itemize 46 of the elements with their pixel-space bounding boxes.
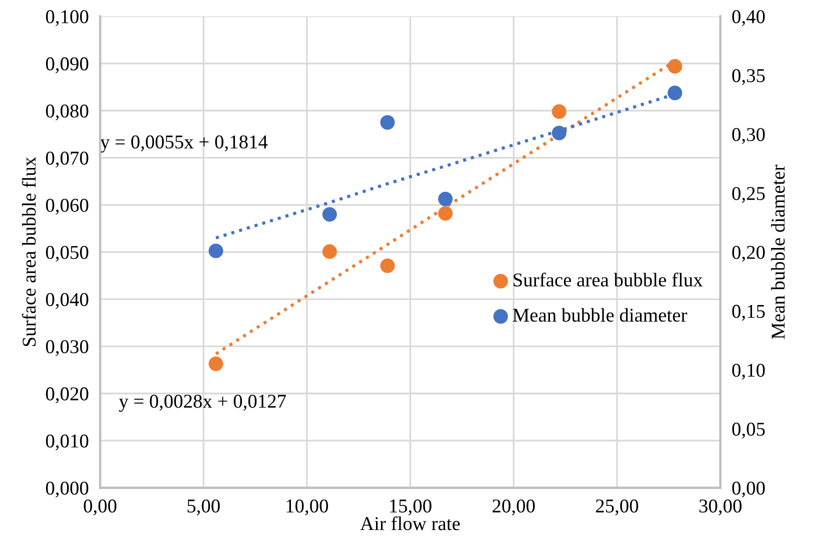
y2-tick-label: 0,25 <box>732 186 765 203</box>
point <box>668 59 682 74</box>
y2-tick-label: 0,20 <box>732 246 765 262</box>
x-tick-label: 15,00 <box>390 499 432 516</box>
point <box>380 115 395 130</box>
y2-tick-label: 0,40 <box>732 10 765 26</box>
point <box>208 356 224 372</box>
y-tick-label: 0,000 <box>46 482 88 498</box>
y-tick-label: 0,040 <box>46 293 88 309</box>
y-tick-label: 0,080 <box>46 104 88 120</box>
y-tick-label: 0,020 <box>46 387 88 404</box>
y2-tick-label: 0,05 <box>732 422 765 439</box>
x-tick-label: 30,00 <box>699 499 742 516</box>
legend-label: Surface area bubble flux <box>514 272 703 287</box>
x-axis-title: Air flow rate <box>360 516 460 530</box>
y2-tick-label: 0,00 <box>732 482 765 498</box>
y-tick-label: 0,100 <box>46 10 88 26</box>
point <box>552 126 566 140</box>
annotation: y = 0,0028x + 0,0127 <box>118 394 286 412</box>
x-tick-label: 5,00 <box>188 499 220 516</box>
y2-tick-label: 0,30 <box>732 128 765 144</box>
y2-tick-label: 0,10 <box>732 364 765 380</box>
point <box>438 206 453 221</box>
x-tick-label: 0,00 <box>84 499 116 516</box>
x-tick-label: 25,00 <box>596 499 638 516</box>
y2-tick-label: 0,35 <box>732 69 765 86</box>
y-tick-label: 0,050 <box>46 246 88 262</box>
y-tick-label: 0,090 <box>46 57 88 74</box>
y-tick-label: 0,060 <box>46 198 88 215</box>
y-tick-label: 0,030 <box>46 340 88 356</box>
y-axis-title: Surface area bubble flux <box>22 157 36 346</box>
point <box>668 86 682 100</box>
point <box>208 244 224 258</box>
annotation: y = 0,0055x + 0,1814 <box>100 135 268 153</box>
x-tick-label: 20,00 <box>492 499 535 516</box>
point <box>322 244 337 259</box>
y2-tick-label: 0,15 <box>732 304 765 321</box>
point <box>438 192 453 206</box>
x-tick-label: 10,00 <box>286 499 328 516</box>
y-tick-label: 0,010 <box>46 434 88 450</box>
y-tick-label: 0,070 <box>46 152 88 168</box>
y2-axis-title: Mean bubble diameter <box>771 164 785 339</box>
point <box>322 207 337 222</box>
point <box>380 258 395 274</box>
point <box>552 104 566 119</box>
legend-label: Mean bubble diameter <box>512 308 688 322</box>
